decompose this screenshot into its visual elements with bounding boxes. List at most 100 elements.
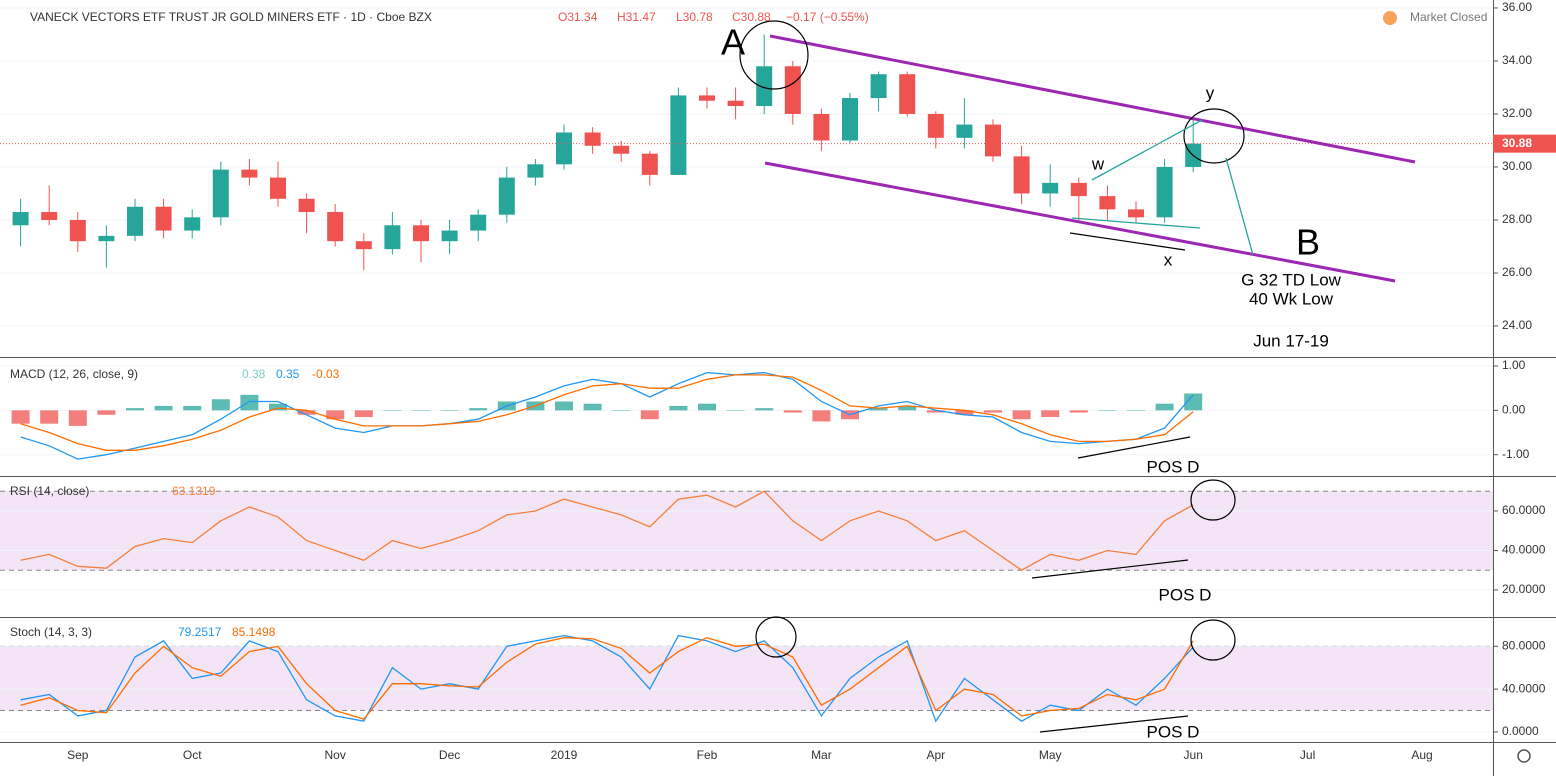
candle-body <box>355 241 372 250</box>
settings-icon[interactable] <box>1517 749 1531 763</box>
candle-body <box>842 98 858 141</box>
candle-body <box>813 113 830 141</box>
circle <box>1190 619 1236 661</box>
histogram-bar <box>726 410 745 411</box>
histogram-bar <box>755 408 774 411</box>
indicator-value: 85.1498 <box>232 625 276 639</box>
candle-body <box>727 100 744 107</box>
indicator-value: 79.2517 <box>178 625 222 639</box>
annotation: y <box>1206 83 1215 102</box>
histogram-bar <box>297 410 316 415</box>
x-tick-label: 2019 <box>551 748 578 762</box>
histogram-bar <box>898 405 917 411</box>
indicator-title: Stoch (14, 3, 3) <box>10 625 92 639</box>
annotation: POS D <box>1147 722 1200 741</box>
histogram-bar <box>1041 410 1060 417</box>
candle-body <box>584 132 601 146</box>
candle-body <box>670 95 687 175</box>
candle-body <box>699 95 715 101</box>
quote: C30.88 <box>732 10 771 24</box>
candle-body <box>1013 156 1030 194</box>
x-tick-label: Apr <box>926 748 945 762</box>
histogram-bar <box>1155 403 1174 411</box>
histogram-bar <box>269 403 287 411</box>
y-tick-label: 0.00 <box>1502 403 1526 417</box>
x-tick-label: Dec <box>439 748 460 762</box>
circle <box>1183 108 1245 164</box>
trend-line <box>1225 157 1254 256</box>
histogram-bar <box>354 410 373 417</box>
indicator-value: 63.1319 <box>172 484 216 498</box>
annotation: x <box>1164 250 1173 269</box>
y-tick-label: 80.0000 <box>1502 638 1546 652</box>
y-tick-label: -1.00 <box>1502 447 1530 461</box>
y-tick-label: 36.00 <box>1502 0 1532 14</box>
series-line <box>20 371 1194 460</box>
candle-body <box>127 206 143 236</box>
histogram-bar <box>97 410 116 415</box>
trend-line <box>1077 436 1191 459</box>
candle-body <box>1099 196 1116 210</box>
histogram-bar <box>154 405 173 411</box>
quote: L30.78 <box>676 10 713 24</box>
circle <box>1190 479 1236 521</box>
series-line <box>20 374 1194 451</box>
series-line <box>20 634 1194 723</box>
candle-body <box>184 217 201 231</box>
histogram-bar <box>1098 410 1117 411</box>
histogram-bar <box>698 403 716 411</box>
histogram-bar <box>240 394 259 411</box>
candle-body <box>1070 182 1087 197</box>
trend-line <box>1031 559 1189 579</box>
candle-body <box>241 169 258 178</box>
histogram-bar <box>211 399 230 411</box>
candle-body <box>298 198 315 213</box>
histogram-bar <box>11 410 30 424</box>
candle-body <box>498 177 515 215</box>
y-tick-label: 32.00 <box>1502 106 1532 120</box>
y-tick-label: 0.0000 <box>1502 724 1539 738</box>
indicator-value: -0.03 <box>312 367 340 381</box>
quote: O31.34 <box>558 10 598 24</box>
candle-body <box>98 235 115 242</box>
candle-body <box>641 153 658 175</box>
y-tick-label: 24.00 <box>1502 318 1532 332</box>
y-tick-label: 1.00 <box>1502 358 1526 372</box>
series-line <box>20 490 1194 571</box>
candle-body <box>927 113 944 138</box>
x-tick-label: Mar <box>811 748 832 762</box>
status-icon <box>1383 11 1397 25</box>
annotation: B <box>1296 222 1320 263</box>
y-tick-label: 28.00 <box>1502 212 1532 226</box>
x-tick-label: Aug <box>1411 748 1432 762</box>
quote: H31.47 <box>617 10 656 24</box>
indicator-value: 0.38 <box>242 367 266 381</box>
histogram-bar <box>555 401 573 411</box>
histogram-bar <box>640 410 659 420</box>
y-tick-label: 34.00 <box>1502 53 1532 67</box>
indicator-value: 0.35 <box>276 367 300 381</box>
histogram-bar <box>783 410 802 413</box>
channel-upper <box>769 34 1416 164</box>
y-tick-label: 40.0000 <box>1502 681 1546 695</box>
x-tick-label: May <box>1039 748 1062 762</box>
histogram-bar <box>440 410 459 411</box>
annotation: w <box>1091 154 1105 173</box>
y-tick-label: 60.0000 <box>1502 503 1546 517</box>
last-price-box <box>1493 134 1556 153</box>
market-status: Market Closed <box>1410 10 1487 24</box>
indicator-title: MACD (12, 26, close, 9) <box>10 367 138 381</box>
candle-body <box>899 74 916 114</box>
candle-body <box>527 164 544 178</box>
histogram-bar <box>68 410 87 426</box>
circle <box>755 616 797 658</box>
y-tick-label: 20.0000 <box>1502 582 1546 596</box>
annotation: A <box>721 22 745 63</box>
y-tick-label: 40.0000 <box>1502 543 1546 557</box>
histogram-bar <box>984 410 1002 413</box>
annotation: G 32 TD Low <box>1241 270 1342 289</box>
histogram-bar <box>612 410 631 411</box>
